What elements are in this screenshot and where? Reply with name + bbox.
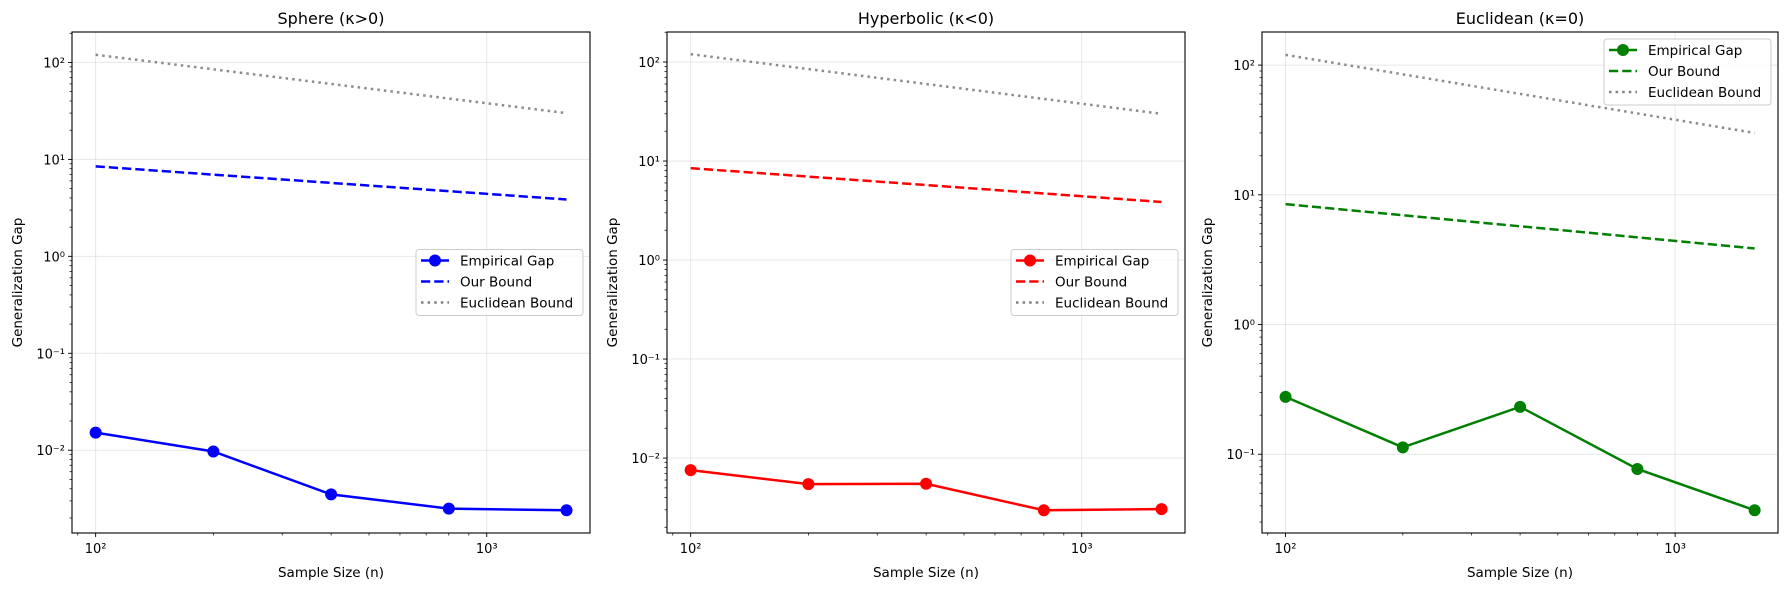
y-tick-label: 10¹ xyxy=(43,153,65,168)
data-point xyxy=(1631,462,1644,475)
y-tick-label: 10⁻² xyxy=(631,452,660,467)
subplot-title: Euclidean (κ=0) xyxy=(1456,9,1584,28)
legend-box xyxy=(1603,38,1772,106)
series-line-euclidean-bound xyxy=(1285,53,1755,135)
data-point xyxy=(920,477,933,490)
data-point xyxy=(207,445,220,458)
legend: Empirical Gap Our Bound Euclidean Bound xyxy=(415,249,584,316)
legend-entry: Empirical Gap xyxy=(1648,43,1742,59)
y-axis-label: Generalization Gap xyxy=(1200,218,1216,348)
series-line-our-bound xyxy=(95,165,567,201)
legend-entry: Euclidean Bound xyxy=(460,296,573,312)
y-tick-label: 10⁰ xyxy=(1233,319,1255,334)
y-tick-label: 10⁻¹ xyxy=(1226,448,1255,463)
y-tick-label: 10⁻¹ xyxy=(631,353,660,368)
series-line-euclidean-bound xyxy=(95,53,567,115)
y-axis-label: Generalization Gap xyxy=(10,218,26,348)
legend-entry: Euclidean Bound xyxy=(1055,296,1168,312)
data-point xyxy=(684,464,697,477)
legend-entry: Euclidean Bound xyxy=(1648,85,1761,101)
series-line-euclidean-bound xyxy=(690,52,1162,116)
y-tick-label: 10⁰ xyxy=(43,250,65,265)
legend-box xyxy=(415,249,584,316)
data-point xyxy=(89,426,102,439)
y-tick-label: 10² xyxy=(43,56,65,71)
x-tick-label: 10³ xyxy=(1071,542,1093,557)
plot-area xyxy=(89,53,573,517)
x-tick-label: 10³ xyxy=(1664,542,1686,557)
data-point xyxy=(442,502,455,515)
subplot-1: 10² 10³ 10⁻² 10⁻¹ 10⁰ 10¹ 10² Sphere (κ>0) Sampl… xyxy=(10,9,591,581)
data-point xyxy=(1748,504,1761,517)
series-line-empirical-gap xyxy=(1285,395,1756,512)
legend-marker xyxy=(429,254,441,267)
axes-frame xyxy=(71,31,591,534)
data-point xyxy=(325,488,338,501)
x-tick-label: 10² xyxy=(680,542,702,557)
series-line-our-bound xyxy=(690,166,1162,204)
legend: Empirical Gap Our Bound Euclidean Bound xyxy=(1010,249,1179,316)
data-point xyxy=(1037,504,1050,517)
y-axis-label: Generalization Gap xyxy=(605,218,621,348)
legend-entry: Our Bound xyxy=(1648,64,1720,80)
legend-entry: Our Bound xyxy=(1055,275,1127,291)
x-tick-label: 10² xyxy=(1275,542,1297,557)
data-point xyxy=(1155,503,1168,516)
y-tick-label: 10⁰ xyxy=(638,254,660,269)
y-tick-label: 10⁻¹ xyxy=(36,347,65,362)
y-tick-label: 10² xyxy=(638,56,660,71)
legend: Empirical Gap Our Bound Euclidean Bound xyxy=(1603,38,1772,106)
x-tick-label: 10³ xyxy=(476,542,498,557)
plot-area xyxy=(1279,53,1761,517)
axes-frame xyxy=(1261,31,1779,534)
series-line-empirical-gap xyxy=(690,468,1162,512)
x-axis-label: Sample Size (n) xyxy=(873,565,979,581)
data-point xyxy=(1396,441,1409,454)
y-tick-label: 10⁻² xyxy=(36,444,65,459)
legend-entry: Empirical Gap xyxy=(460,254,554,270)
data-point xyxy=(1514,400,1527,413)
data-point xyxy=(560,504,573,517)
series-line-our-bound xyxy=(1285,202,1755,250)
legend-entry: Empirical Gap xyxy=(1055,254,1149,270)
x-axis-label: Sample Size (n) xyxy=(1467,565,1573,581)
subplot-3: 10² 10³ 10⁻¹ 10⁰ 10¹ 10² Euclidean (κ=0) Sample… xyxy=(1200,9,1779,581)
legend-marker xyxy=(1024,254,1036,267)
plot-area xyxy=(684,52,1168,517)
y-tick-label: 10¹ xyxy=(1233,189,1255,204)
subplot-title: Hyperbolic (κ<0) xyxy=(858,9,994,28)
x-tick-label: 10² xyxy=(85,542,107,557)
data-point xyxy=(1279,390,1292,403)
legend-marker xyxy=(1617,44,1629,56)
x-axis-label: Sample Size (n) xyxy=(278,565,384,581)
legend-entry: Our Bound xyxy=(460,275,532,291)
y-tick-label: 10¹ xyxy=(638,155,660,170)
data-point xyxy=(802,478,815,491)
y-tick-label: 10² xyxy=(1233,59,1255,74)
subplot-2: 10² 10³ 10⁻² 10⁻¹ 10⁰ 10¹ 10² Hyperbolic (κ<0) S… xyxy=(605,9,1186,581)
legend-box xyxy=(1010,249,1179,316)
axes-frame xyxy=(666,31,1186,534)
subplot-title: Sphere (κ>0) xyxy=(278,9,385,28)
